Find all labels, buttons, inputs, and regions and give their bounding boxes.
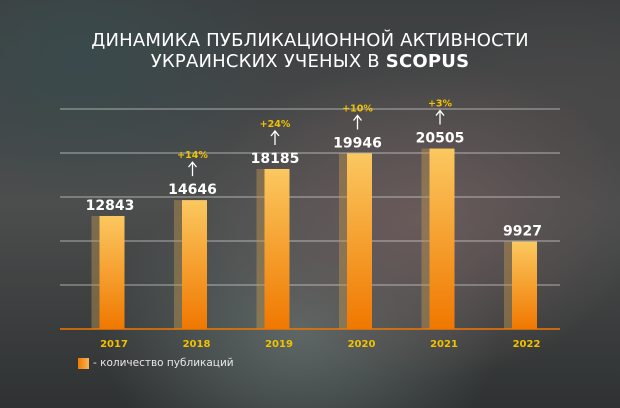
value-label: 12843 bbox=[86, 198, 135, 214]
bar bbox=[182, 200, 207, 329]
growth-label: +10% bbox=[342, 103, 373, 114]
x-tick-label: 2019 bbox=[265, 339, 293, 350]
value-label: 18185 bbox=[251, 151, 300, 167]
bar-shadow bbox=[91, 215, 102, 329]
value-label: 20505 bbox=[416, 131, 465, 147]
x-tick-label: 2022 bbox=[513, 339, 541, 350]
x-tick-label: 2018 bbox=[183, 339, 211, 350]
bar-shadow bbox=[256, 168, 267, 329]
x-tick-label: 2021 bbox=[430, 339, 458, 350]
bar-shadow bbox=[174, 200, 184, 329]
legend-swatch bbox=[78, 357, 89, 369]
up-arrow-head-icon bbox=[352, 114, 363, 121]
bar bbox=[347, 153, 372, 329]
bar-shadow bbox=[504, 241, 514, 329]
title-text: УКРАИНСКИХ УЧЕНЫХ В bbox=[150, 51, 380, 72]
value-label: 19946 bbox=[333, 135, 382, 151]
up-arrow-head-icon bbox=[435, 109, 445, 116]
chart-title-line1: ДИНАМИКА ПУБЛИКАЦИОННОЙ АКТИВНОСТИ bbox=[91, 30, 529, 51]
value-label: 9927 bbox=[503, 224, 542, 240]
bar bbox=[264, 168, 290, 329]
up-arrow-head-icon bbox=[270, 129, 280, 137]
bar bbox=[512, 241, 537, 329]
chart-title-line2: УКРАИНСКИХ УЧЕНЫХ В SCOPUS bbox=[0, 51, 620, 72]
growth-label: +14% bbox=[177, 150, 208, 161]
title-bold: SCOPUS bbox=[385, 51, 470, 72]
bar bbox=[429, 148, 455, 329]
bar-shadow bbox=[339, 153, 349, 329]
x-tick-label: 2020 bbox=[348, 339, 376, 350]
bar bbox=[99, 215, 125, 329]
legend-label: - количество публикаций bbox=[93, 357, 234, 369]
growth-label: +24% bbox=[260, 119, 291, 130]
growth-label: +3% bbox=[428, 99, 453, 110]
up-arrow-head-icon bbox=[187, 161, 198, 168]
value-label: 14646 bbox=[168, 182, 217, 198]
x-tick-label: 2017 bbox=[100, 339, 128, 350]
legend: - количество публикаций bbox=[78, 357, 234, 369]
bar-shadow bbox=[421, 148, 432, 329]
